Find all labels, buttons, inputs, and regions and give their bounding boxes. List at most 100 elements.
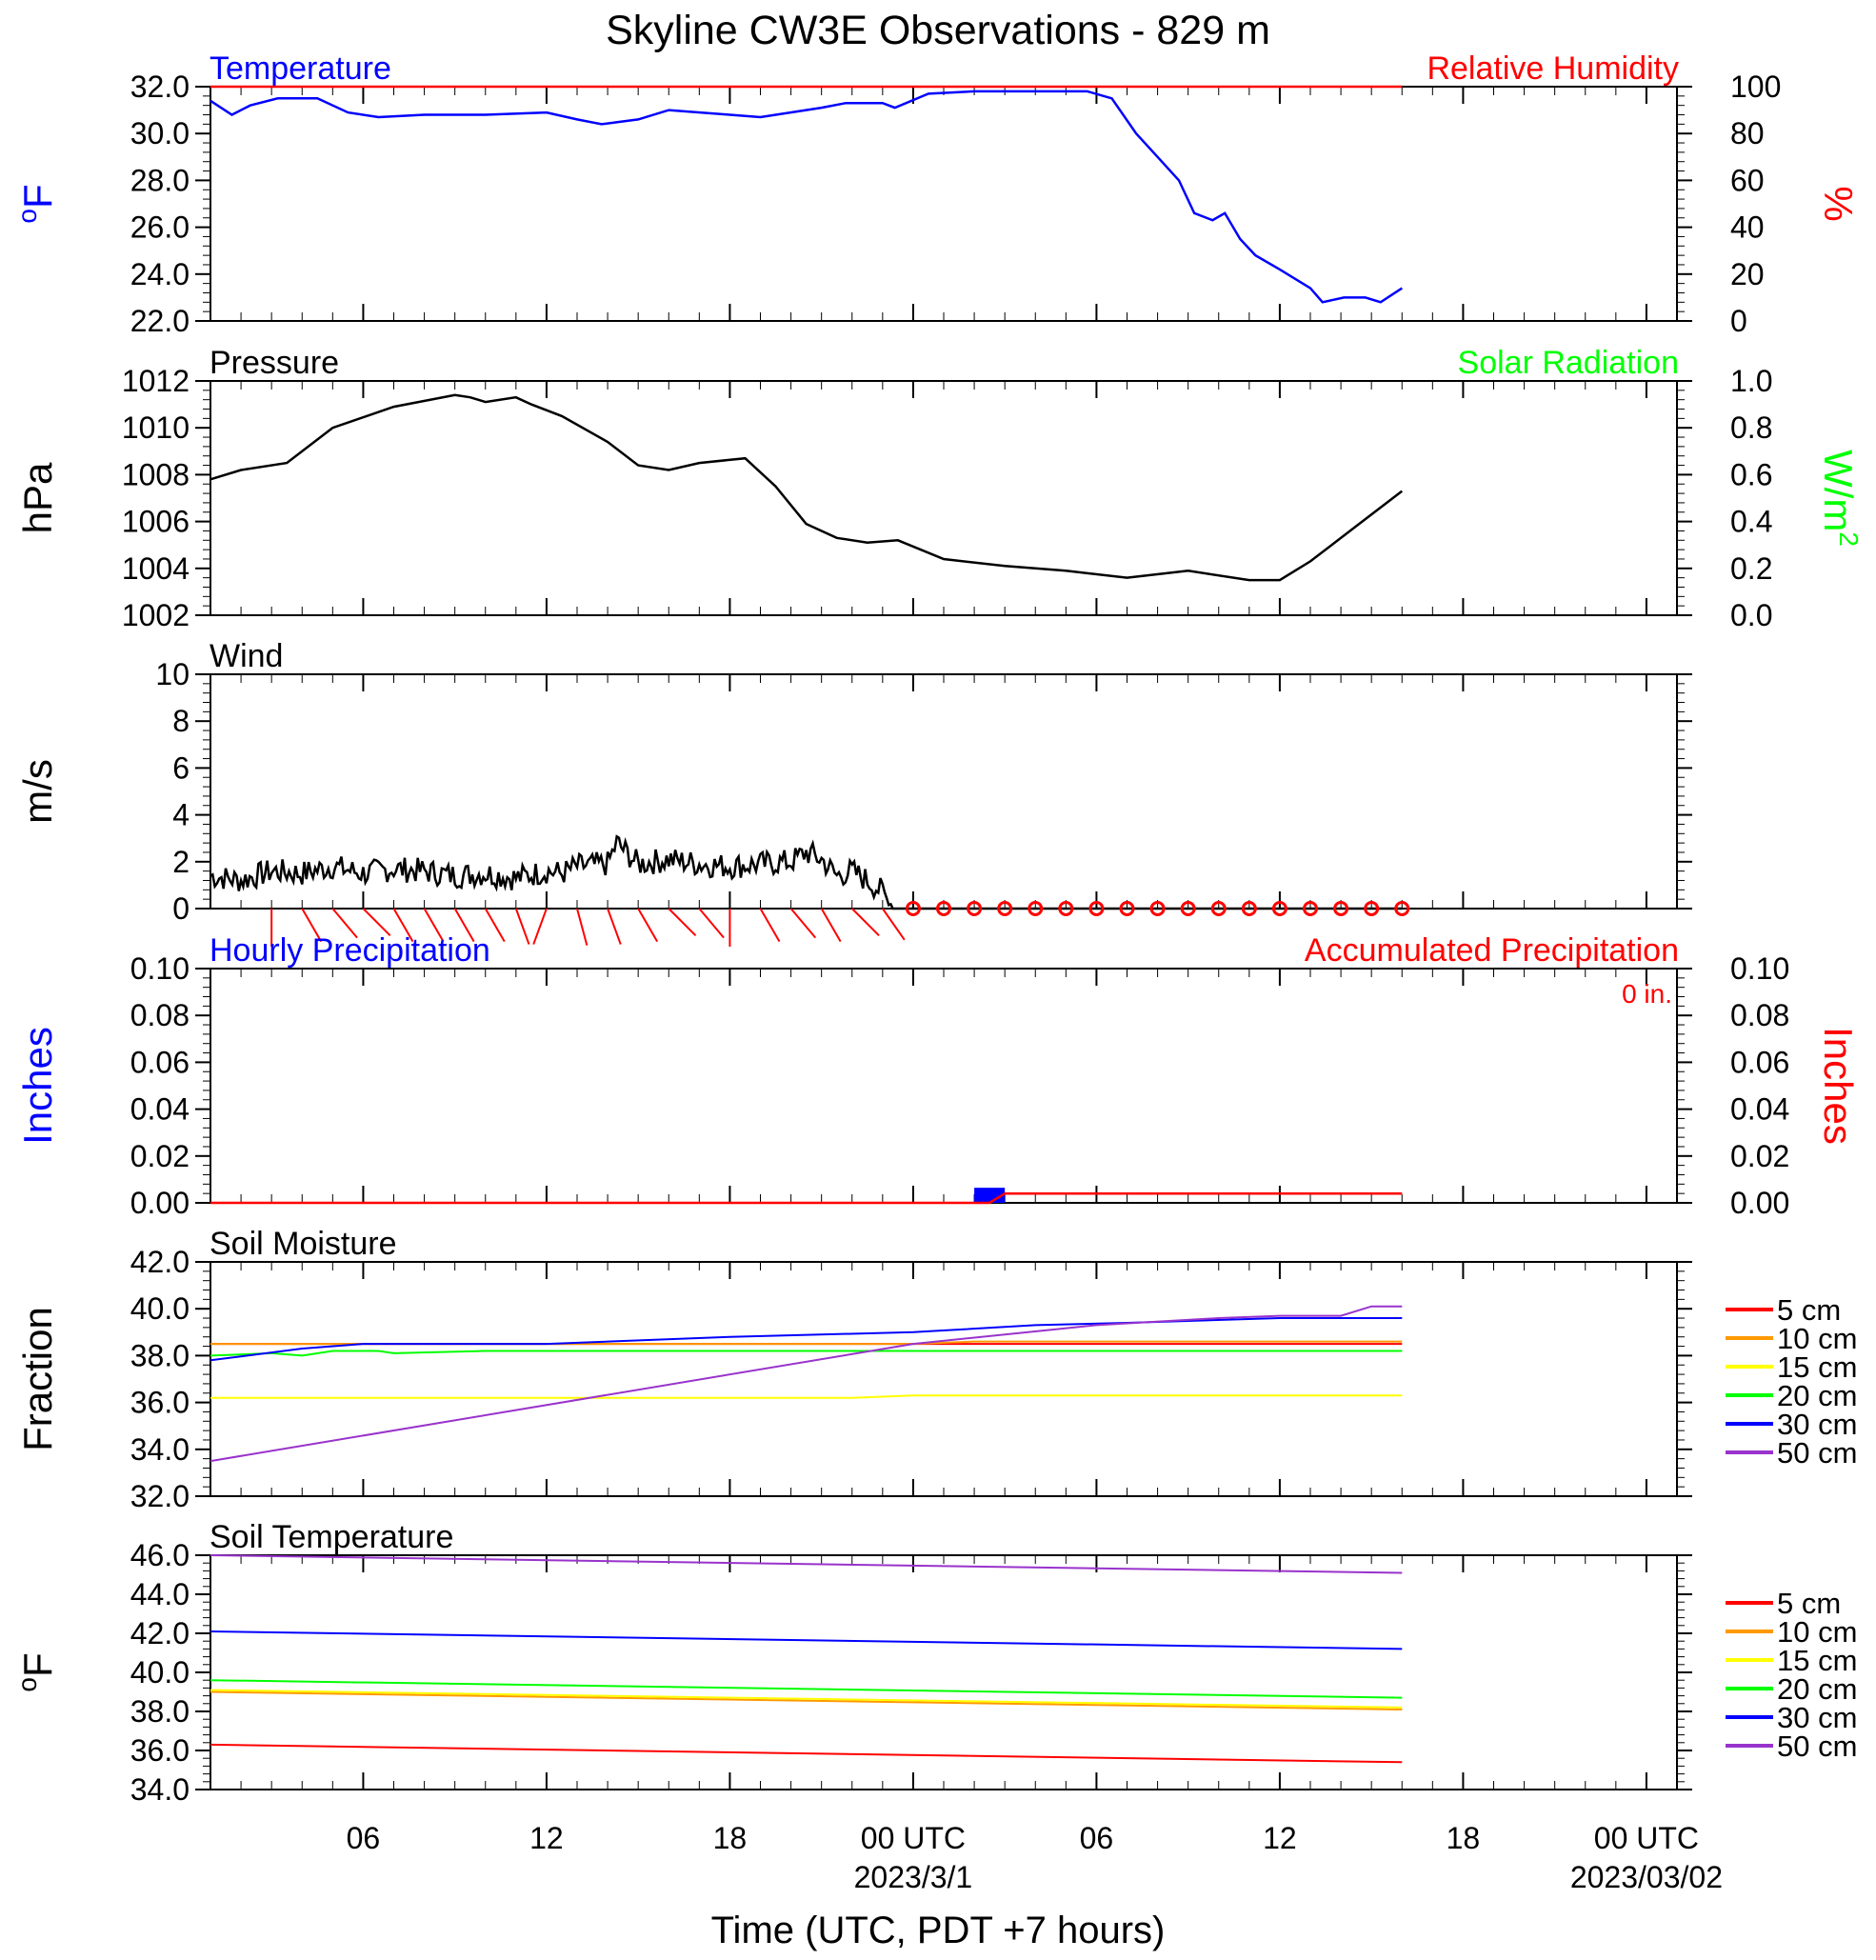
series-temperature bbox=[210, 90, 1403, 304]
x-date-label: 2023/3/1 bbox=[854, 1860, 973, 1894]
wind-barb bbox=[331, 908, 358, 939]
x-tick-label: 18 bbox=[1447, 1821, 1481, 1855]
panel-title-right: Solar Radiation bbox=[1458, 345, 1679, 381]
series-30-cm bbox=[210, 1630, 1403, 1650]
x-tick-label: 12 bbox=[529, 1821, 564, 1855]
series-50-cm bbox=[210, 1554, 1403, 1574]
y-tick-label-right: 20 bbox=[1730, 257, 1765, 291]
y-axis-title-right: W/m2 bbox=[1816, 450, 1864, 547]
y-axis-title-unit: F bbox=[15, 184, 60, 209]
y-axis-title: Fraction bbox=[15, 1307, 60, 1451]
wind-barb bbox=[362, 908, 391, 936]
y-tick-label: 42.0 bbox=[130, 1245, 190, 1279]
y-axis-title-unit: F bbox=[15, 1652, 60, 1677]
y-tick-label: 24.0 bbox=[130, 257, 190, 291]
wind-barb bbox=[851, 908, 880, 936]
y-axis-title: hPa bbox=[15, 462, 60, 533]
panel-title: Hourly Precipitation bbox=[210, 932, 490, 969]
series-30-cm bbox=[210, 1317, 1403, 1362]
x-tick-label: 18 bbox=[713, 1821, 748, 1855]
wind-barb bbox=[514, 908, 530, 945]
calm-marker bbox=[1241, 901, 1257, 916]
calm-marker bbox=[1394, 901, 1410, 916]
y-tick-label: 0.04 bbox=[130, 1092, 190, 1127]
y-tick-label-right: 0.06 bbox=[1730, 1045, 1789, 1079]
plot-frame bbox=[210, 968, 1678, 1204]
y-tick-label: 0.08 bbox=[130, 998, 190, 1032]
time-axis: 06 12 18 00 UTC 2023/3/1 06 12 18 00 UTC 2023/03/… bbox=[347, 1821, 1723, 1894]
y-tick-label-right: 0.2 bbox=[1730, 551, 1772, 586]
y-tick-label-right: 60 bbox=[1730, 163, 1765, 197]
calm-marker bbox=[936, 901, 951, 916]
y-tick-label: 1002 bbox=[122, 598, 190, 632]
y-tick-label: 32.0 bbox=[130, 70, 190, 104]
y-tick-label: 26.0 bbox=[130, 210, 190, 245]
y-tick-label: 34.0 bbox=[130, 1772, 190, 1807]
calm-marker bbox=[1210, 901, 1227, 916]
series-20-cm bbox=[210, 1350, 1403, 1357]
calm-marker bbox=[1364, 901, 1380, 916]
wind-barb bbox=[759, 908, 781, 943]
wind-barb bbox=[392, 908, 414, 943]
series-15-cm bbox=[210, 1394, 1403, 1399]
wind-barb bbox=[301, 908, 323, 943]
calm-marker bbox=[997, 901, 1013, 916]
legend-label: 10 cm bbox=[1777, 1322, 1857, 1355]
y-tick-label: 4 bbox=[172, 798, 190, 832]
panel-5: 34.0 36.0 38.0 40.0 42.0 44.0 46.0 Soil Tempera… bbox=[12, 1519, 1857, 1807]
calm-marker bbox=[1149, 901, 1166, 916]
series-pressure bbox=[210, 393, 1404, 582]
panel-title: Soil Temperature bbox=[210, 1519, 453, 1555]
y-tick-label: 28.0 bbox=[130, 163, 190, 197]
calm-marker bbox=[967, 901, 983, 916]
x-date-label: 2023/03/02 bbox=[1570, 1860, 1723, 1894]
y-tick-label-right: 0.00 bbox=[1730, 1186, 1789, 1220]
wind-barb bbox=[607, 908, 622, 945]
y-tick-label: 1006 bbox=[122, 505, 190, 539]
legend-label: 20 cm bbox=[1777, 1379, 1857, 1412]
calm-marker bbox=[1271, 901, 1287, 916]
legend-label: 5 cm bbox=[1777, 1587, 1841, 1620]
x-axis-title: Time (UTC, PDT +7 hours) bbox=[711, 1910, 1166, 1951]
panels: 22.024.026.028.030.032.0020406080100Temp… bbox=[12, 50, 1864, 1807]
x-tick-label: 00 UTC bbox=[861, 1821, 966, 1855]
legend-label: 15 cm bbox=[1777, 1644, 1857, 1677]
figure-title: Skyline CW3E Observations - 829 m bbox=[606, 8, 1270, 53]
y-tick-label: 34.0 bbox=[130, 1432, 190, 1467]
series-20-cm bbox=[210, 1679, 1403, 1699]
panel-1: 1002 1004 1006 1008 1010 1012 0.0 0.2 0.4 0.6 0.8 1… bbox=[15, 345, 1864, 632]
plot-frame bbox=[210, 86, 1678, 322]
calm-marker bbox=[1303, 901, 1318, 916]
y-tick-label-right: 0.04 bbox=[1730, 1092, 1789, 1127]
y-tick-label: 10 bbox=[155, 657, 190, 691]
y-tick-label: 38.0 bbox=[130, 1338, 190, 1372]
wind-barb bbox=[789, 908, 817, 939]
wind-barb bbox=[637, 908, 659, 943]
series-wind bbox=[210, 834, 895, 910]
panel-title: Pressure bbox=[210, 345, 339, 381]
panel-title-right: Relative Humidity bbox=[1427, 50, 1679, 87]
series-accumulated-precipitation bbox=[210, 1191, 1403, 1205]
y-tick-label-right: 0.10 bbox=[1730, 951, 1789, 986]
legend-label: 30 cm bbox=[1777, 1408, 1857, 1441]
plot-frame bbox=[210, 1554, 1678, 1790]
calm-marker bbox=[1088, 901, 1105, 916]
y-tick-label: 8 bbox=[172, 704, 190, 738]
panel-0: 22.0 24.0 26.0 28.0 30.0 32.0 0 20 40 60 80 100 Temp… bbox=[12, 50, 1861, 338]
y-tick-label: 32.0 bbox=[130, 1479, 190, 1513]
legend-label: 50 cm bbox=[1777, 1730, 1857, 1763]
y-axis-title: m/s bbox=[15, 759, 60, 824]
y-tick-label: 30.0 bbox=[130, 116, 190, 150]
y-tick-label: 1004 bbox=[122, 551, 190, 586]
y-tick-label: 1012 bbox=[122, 364, 190, 398]
y-tick-label: 46.0 bbox=[130, 1538, 190, 1572]
calm-marker bbox=[1180, 901, 1196, 916]
wind-barb bbox=[882, 908, 906, 941]
y-tick-label: 2 bbox=[172, 845, 190, 879]
y-tick-label: 0.00 bbox=[130, 1186, 190, 1220]
wind-barb bbox=[453, 908, 475, 943]
plot-frame bbox=[210, 1261, 1678, 1497]
calm-marker bbox=[905, 901, 921, 916]
y-axis-title: oF bbox=[12, 184, 60, 223]
y-tick-label: 0.06 bbox=[130, 1045, 190, 1079]
